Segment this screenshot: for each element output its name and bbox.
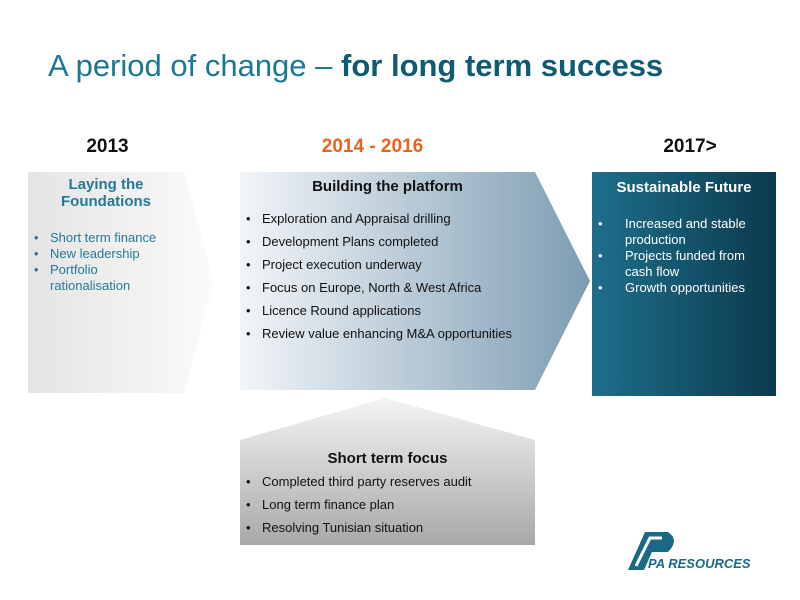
title-emphasis: for long term success	[341, 48, 664, 83]
panel-title: Short term focus	[327, 450, 448, 467]
bullet: Portfolio rationalisation	[28, 262, 178, 294]
logo-text: PA RESOURCES	[648, 556, 751, 571]
panel-title: Sustainable Future	[616, 179, 752, 196]
panel-title: Laying the Foundations	[61, 176, 151, 210]
focus-panel: Short term focus Completed third party r…	[240, 450, 535, 536]
bullet: Completed third party reserves audit	[240, 474, 535, 490]
platform-panel: Building the platform Exploration and Ap…	[240, 178, 540, 342]
bullet: Licence Round applications	[240, 303, 540, 319]
bullet: Resolving Tunisian situation	[240, 520, 535, 536]
year: 2013	[86, 136, 129, 157]
year: 2014 - 2016	[321, 136, 424, 157]
bullet: Development Plans completed	[240, 234, 540, 250]
logo-icon	[628, 532, 674, 570]
future-panel: Sustainable Future Increased and stable …	[592, 179, 776, 296]
year: 2017>	[663, 136, 717, 157]
bullet: Long term finance plan	[240, 497, 535, 513]
bullet: Growth opportunities	[592, 280, 762, 296]
bullet: Focus on Europe, North & West Africa	[240, 280, 540, 296]
bullet: Review value enhancing M&A opportunities	[240, 326, 540, 342]
bullet: Increased and stable production	[592, 216, 762, 248]
bullet: Exploration and Appraisal drilling	[240, 211, 540, 227]
bullet: Project execution underway	[240, 257, 540, 273]
foundations-panel: Laying the Foundations Short term financ…	[28, 176, 184, 294]
bullet: Short term finance	[28, 230, 178, 246]
bullet: Projects funded from cash flow	[592, 248, 762, 280]
title-prefix: A period of change –	[48, 48, 333, 83]
slide-title: A period of change – for long term succe…	[48, 48, 663, 84]
panel-title: Building the platform	[312, 178, 463, 195]
bullet: New leadership	[28, 246, 178, 262]
